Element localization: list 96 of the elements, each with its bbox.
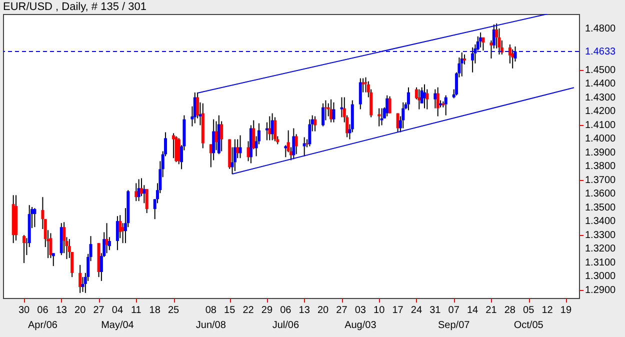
candlestick [308, 118, 312, 147]
candlestick [426, 88, 429, 110]
x-tick-label: 18 [149, 305, 161, 316]
x-tick-label: 20 [317, 305, 330, 316]
candlestick [302, 136, 306, 157]
y-tick-label: 1.2900 [585, 285, 616, 296]
x-tick-label: 20 [74, 305, 86, 316]
y-tick-label: 1.4200 [585, 106, 616, 118]
x-tick-label: 24 [410, 305, 422, 316]
x-tick-label: 27 [93, 305, 105, 316]
x-tick-label: 31 [430, 305, 442, 316]
x-tick-label: 25 [168, 305, 180, 316]
candlestick [292, 128, 296, 160]
candlestick [482, 36, 485, 51]
candlestick [490, 40, 493, 59]
x-tick-label: 04 [112, 305, 124, 316]
text: Oct/05 [514, 320, 544, 331]
y-tick-label: 1.3300 [585, 230, 616, 241]
y-tick-label: 1.4300 [585, 92, 616, 104]
text: Aug/03 [344, 320, 377, 331]
x-tick-label: 08 [205, 305, 217, 316]
chart-title: EUR/USD , Daily, # 135 / 301 [3, 1, 146, 13]
x-tick-label: 11 [130, 305, 142, 316]
candlestick [314, 116, 317, 132]
x-tick-label: 30 [18, 305, 30, 316]
candlestick [332, 102, 336, 123]
candlestick [444, 94, 448, 116]
candlestick [273, 116, 276, 142]
x-tick-label: 22 [242, 305, 254, 316]
y-tick-label: 1.4000 [585, 134, 616, 145]
y-tick-label: 1.3600 [585, 188, 616, 200]
candlestick [116, 216, 119, 251]
y-tick-label: 1.4100 [585, 120, 616, 131]
x-tick-label: 19 [560, 305, 572, 316]
x-tick-label: 10 [374, 305, 386, 316]
candlestick [418, 88, 421, 110]
candlestick [436, 86, 440, 117]
x-tick-label: 17 [392, 305, 404, 316]
candlestick [172, 132, 176, 159]
x-tick-label: 13 [298, 305, 310, 316]
y-tick-label: 1.3000 [585, 271, 616, 282]
candlestick [388, 96, 392, 114]
x-tick-label: 29 [261, 305, 273, 316]
candlestick [49, 232, 52, 259]
candlestick [406, 86, 410, 111]
x-tick-label: 06 [37, 305, 49, 316]
candlestick [294, 134, 298, 155]
x-tick-label: 14 [466, 305, 479, 316]
candlestick [358, 78, 362, 110]
candlestick [174, 136, 178, 163]
y-tick-label: 1.4500 [585, 64, 616, 76]
candlestick [81, 276, 84, 292]
candlestick [498, 28, 501, 55]
candlestick [238, 134, 242, 159]
x-tick-label: 03 [354, 305, 366, 316]
x-tick-label: 21 [486, 305, 498, 316]
candlestick [33, 208, 36, 228]
candlestick [378, 108, 381, 127]
text: Jul/06 [272, 320, 300, 331]
y-tick-label: 1.3900 [585, 147, 616, 158]
candlestick [511, 48, 514, 69]
candlestick [137, 178, 140, 202]
x-tick-label: 13 [56, 305, 68, 316]
candlestick [78, 264, 82, 294]
x-tick-label: 27 [336, 305, 348, 316]
y-tick-label: 1.3500 [585, 202, 616, 214]
candlestick [434, 88, 437, 109]
x-tick-label: 28 [504, 305, 516, 316]
candlestick [134, 182, 138, 202]
candlestick [284, 144, 288, 158]
ref-line-label: 1.4633 [585, 46, 616, 58]
candlestick [386, 94, 389, 117]
x-tick-label: 06 [280, 305, 292, 316]
y-tick-label: 1.3800 [585, 161, 616, 172]
x-tick-label: 12 [542, 305, 554, 316]
candlestick [460, 52, 464, 77]
x-tick-label: 05 [523, 305, 535, 316]
x-tick-label: 07 [448, 305, 460, 316]
candlestick [402, 102, 405, 129]
y-tick-label: 1.3400 [585, 216, 616, 228]
candlestick [396, 112, 400, 133]
text: Apr/06 [28, 320, 58, 331]
y-tick-label: 1.3100 [585, 257, 616, 268]
y-tick-label: 1.4400 [585, 78, 616, 90]
text: Jun/08 [196, 320, 226, 331]
candlestick [145, 188, 148, 214]
candlestick [268, 116, 272, 141]
y-tick-label: 1.3700 [585, 174, 616, 186]
candlestick [22, 234, 26, 264]
candlestick [380, 108, 384, 126]
text: Sep/07 [438, 320, 470, 331]
text: May/04 [101, 320, 134, 331]
y-tick-label: 1.4800 [585, 23, 616, 34]
y-tick-label: 1.3200 [585, 244, 616, 255]
x-tick-label: 15 [224, 305, 236, 316]
candlestick [322, 102, 325, 127]
